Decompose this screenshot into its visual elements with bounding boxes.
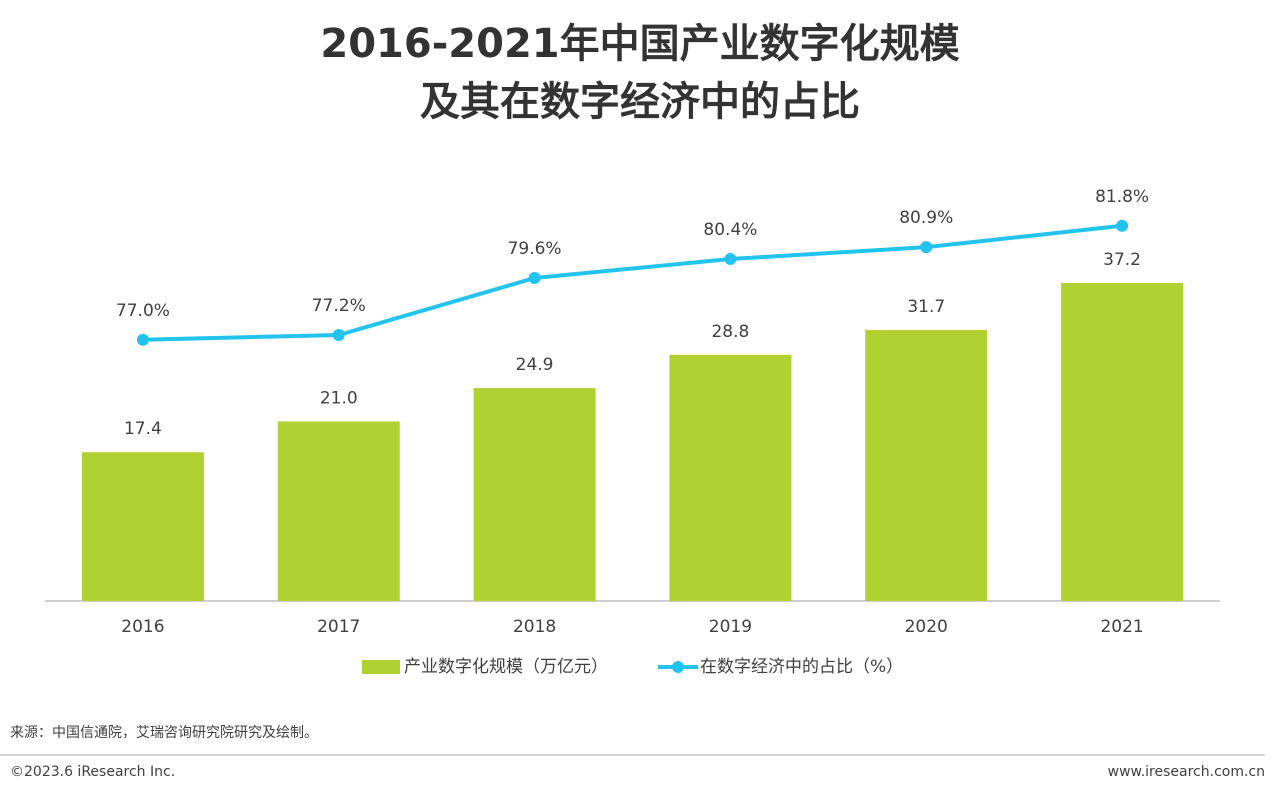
data-label: 80.4% (703, 220, 757, 240)
bar (669, 354, 792, 601)
legend-label: 产业数字化规模（万亿元） (404, 657, 608, 677)
x-tick-label: 2021 (1100, 617, 1143, 637)
line-point (332, 329, 345, 341)
x-tick-label: 2016 (121, 617, 164, 637)
x-tick-label: 2017 (317, 617, 360, 637)
data-label: 80.9% (899, 208, 953, 228)
data-label: 21.0 (320, 388, 358, 408)
line-point (528, 272, 541, 284)
data-label: 17.4 (124, 419, 162, 439)
legend-swatch (672, 661, 684, 673)
x-tick-label: 2018 (513, 617, 556, 637)
data-label: 77.0% (116, 301, 170, 321)
legend-swatch (362, 660, 400, 674)
chart-title: 及其在数字经济中的占比 (420, 79, 860, 125)
line (142, 223, 1123, 342)
data-label: 31.7 (907, 297, 945, 317)
data-label: 24.9 (516, 355, 554, 375)
data-label: 79.6% (508, 239, 562, 259)
bar (865, 329, 988, 601)
line-point (724, 253, 737, 265)
line-point (1116, 219, 1129, 232)
bar (277, 421, 400, 601)
website: www.iresearch.com.cn (1108, 764, 1265, 780)
x-tick-label: 2019 (709, 617, 752, 637)
bar (473, 388, 596, 601)
legend-label: 在数字经济中的占比（%） (700, 657, 903, 677)
bar (1061, 282, 1184, 601)
line-point (136, 333, 149, 346)
data-label: 77.2% (312, 296, 366, 316)
data-label: 28.8 (711, 322, 749, 342)
x-tick-label: 2020 (905, 617, 948, 637)
data-label: 37.2 (1103, 250, 1141, 270)
data-label: 81.8% (1095, 187, 1149, 207)
line-point (920, 241, 933, 254)
bar (81, 452, 204, 601)
chart-title: 2016-2021年中国产业数字化规模 (320, 21, 959, 67)
source-note: 来源：中国信通院，艾瑞咨询研究院研究及绘制。 (10, 725, 318, 741)
copyright: ©2023.6 iResearch Inc. (10, 764, 175, 780)
